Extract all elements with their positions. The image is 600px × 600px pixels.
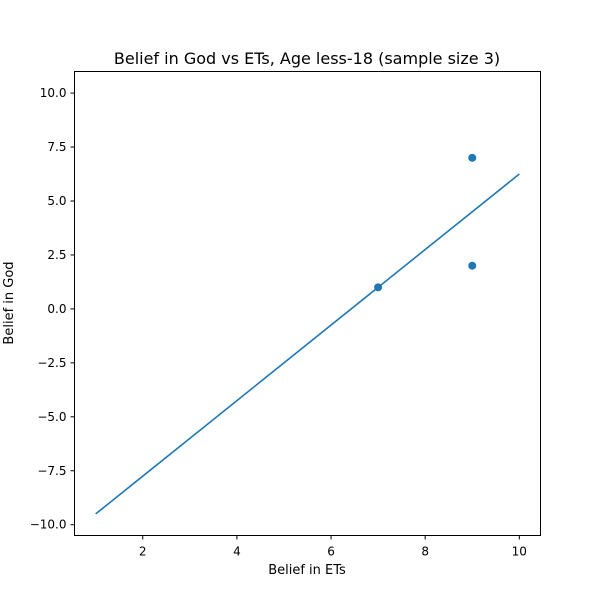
x-tick-label: 4 <box>233 545 241 559</box>
y-tick-label: −10.0 <box>30 518 67 532</box>
y-tick-label: 2.5 <box>47 248 66 262</box>
x-tick-label: 2 <box>139 545 147 559</box>
y-tick-label: 0.0 <box>47 302 66 316</box>
x-axis-label: Belief in ETs <box>268 563 346 578</box>
plot-frame <box>74 71 541 536</box>
data-point <box>468 261 477 270</box>
chart-title: Belief in God vs ETs, Age less-18 (sampl… <box>114 49 500 68</box>
y-tick-label: 7.5 <box>47 140 66 154</box>
data-point <box>468 153 477 162</box>
plot-layer <box>95 153 520 515</box>
x-tick-label: 10 <box>512 545 527 559</box>
y-axis-label: Belief in God <box>2 261 17 344</box>
y-tick-label: 5.0 <box>47 194 66 208</box>
data-point <box>374 283 383 292</box>
y-tick-label: −7.5 <box>37 464 66 478</box>
y-tick-label: −5.0 <box>37 410 66 424</box>
ticks-layer: 2 4 6 8 10 −10.0 −7.5 −5.0 −2.5 0.0 2.5 5.0 7.5 10.0 <box>30 86 527 558</box>
x-tick-label: 8 <box>421 545 429 559</box>
y-tick-label: 10.0 <box>40 86 67 100</box>
fit-line <box>95 173 520 515</box>
y-tick-label: −2.5 <box>37 356 66 370</box>
x-tick-label: 6 <box>327 545 335 559</box>
